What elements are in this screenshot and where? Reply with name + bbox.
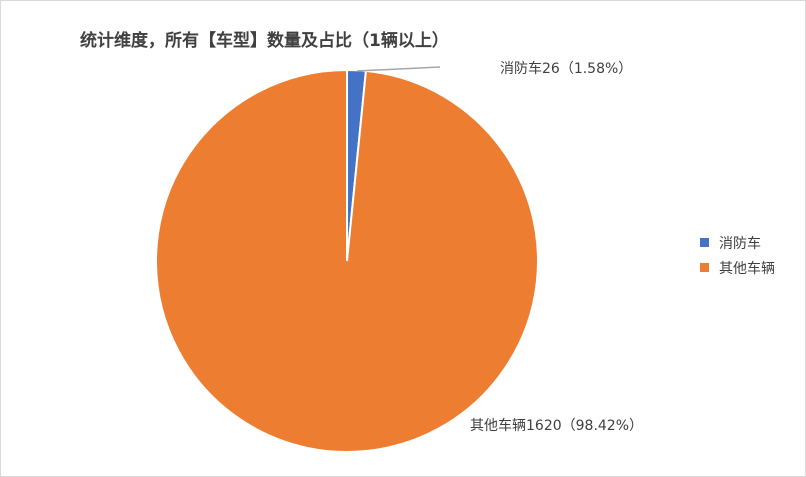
legend-label: 消防车 xyxy=(719,235,761,252)
legend-item-fire-truck[interactable]: 消防车 xyxy=(700,230,775,255)
leader-line xyxy=(356,66,441,72)
legend-swatch xyxy=(700,263,709,272)
legend-swatch xyxy=(700,238,709,247)
chart-title: 统计维度，所有【车型】数量及占比（1辆以上） xyxy=(80,31,449,51)
legend-item-other-vehicles[interactable]: 其他车辆 xyxy=(700,255,775,280)
data-label-other-vehicles: 其他车辆1620（98.42%） xyxy=(470,418,644,434)
legend-label: 其他车辆 xyxy=(719,260,775,277)
data-label-fire-truck: 消防车26（1.58%） xyxy=(500,61,633,77)
pie-slice-other-vehicles[interactable] xyxy=(155,68,539,453)
legend: 消防车 其他车辆 xyxy=(700,230,775,280)
